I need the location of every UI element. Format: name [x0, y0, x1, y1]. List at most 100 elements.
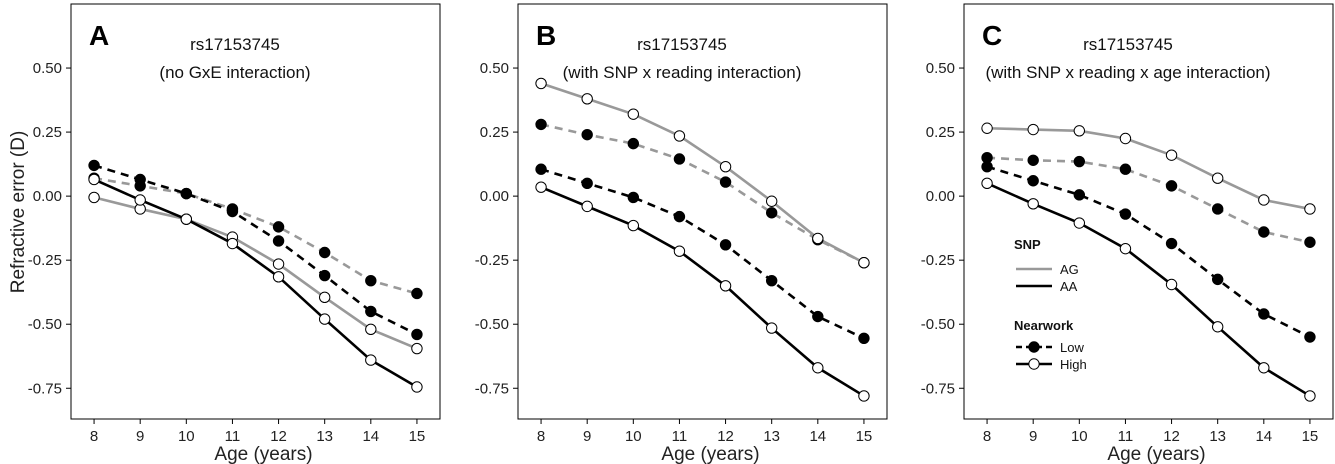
- panel-title: rs17153745: [637, 35, 727, 54]
- data-point: [812, 362, 824, 374]
- data-point: [673, 130, 686, 142]
- legend-title-nearwork: Nearwork: [1014, 318, 1074, 333]
- y-tick-label: 0.50: [33, 60, 62, 77]
- x-tick-label: 15: [1302, 428, 1319, 445]
- legend-marker-low: [1028, 341, 1040, 353]
- data-point: [627, 108, 640, 120]
- x-tick-label: 13: [763, 428, 780, 445]
- data-point: [1027, 154, 1039, 166]
- data-point: [719, 280, 732, 292]
- panel-letter: A: [89, 20, 109, 51]
- data-point: [411, 381, 423, 393]
- data-point: [1027, 198, 1039, 210]
- data-point: [535, 181, 547, 193]
- series-lines: [540, 82, 865, 398]
- data-point: [411, 287, 423, 300]
- panel-title: rs17153745: [1083, 35, 1173, 54]
- data-point: [134, 194, 146, 206]
- data-point: [88, 191, 100, 204]
- x-tick-label: 13: [316, 428, 333, 445]
- x-axis-title: Age (years): [1107, 444, 1205, 464]
- data-point: [1258, 308, 1270, 320]
- y-tick-label: -0.75: [921, 380, 955, 397]
- x-tick-label: 10: [1071, 428, 1088, 445]
- y-tick-label: 0.25: [926, 124, 955, 141]
- data-point: [411, 328, 423, 341]
- y-axis-title: Refractive error (D): [8, 131, 29, 294]
- data-point: [1073, 217, 1086, 229]
- data-point: [1211, 172, 1224, 184]
- data-point: [226, 237, 239, 250]
- data-point: [981, 177, 993, 190]
- data-point: [1211, 203, 1224, 215]
- data-point: [226, 205, 239, 218]
- data-point: [1073, 155, 1086, 168]
- legend-label-low: Low: [1060, 340, 1084, 355]
- data-point: [1165, 180, 1178, 192]
- x-tick-label: 12: [1163, 428, 1180, 445]
- legend-marker-high: [1028, 358, 1040, 370]
- data-point: [1304, 390, 1316, 402]
- series-line-ag-high: [540, 82, 865, 264]
- data-point: [765, 322, 778, 334]
- x-tick-label: 10: [178, 428, 195, 445]
- data-point: [1258, 362, 1270, 374]
- series-line-ag-low: [986, 156, 1311, 244]
- data-point: [272, 271, 285, 283]
- data-point: [365, 323, 377, 336]
- data-point: [673, 245, 686, 257]
- x-tick-label: 11: [672, 428, 688, 445]
- data-point: [318, 246, 331, 259]
- y-tick-label: -0.50: [921, 316, 955, 333]
- y-tick-label: -0.25: [921, 252, 955, 269]
- data-point: [981, 160, 993, 173]
- panel-subtitle: (with SNP x reading interaction): [563, 63, 802, 82]
- data-point: [1027, 123, 1039, 136]
- series-line-aa-low: [540, 167, 865, 340]
- data-point: [411, 342, 423, 355]
- panel-letter: B: [536, 20, 556, 51]
- data-point: [1119, 208, 1132, 220]
- data-point: [88, 159, 100, 172]
- data-point: [719, 176, 732, 188]
- data-point: [765, 207, 778, 219]
- y-tick-label: -0.75: [28, 380, 62, 397]
- data-point: [365, 274, 377, 287]
- data-point: [1165, 149, 1178, 161]
- data-point: [981, 122, 993, 134]
- x-tick-label: 14: [362, 428, 379, 445]
- panel-subtitle: (no GxE interaction): [159, 63, 310, 82]
- data-point: [627, 137, 640, 150]
- data-point: [180, 187, 193, 200]
- data-point: [765, 274, 778, 287]
- data-point: [719, 239, 732, 251]
- data-point: [535, 163, 547, 175]
- data-point: [858, 332, 870, 345]
- data-point: [1304, 203, 1316, 215]
- data-point: [1119, 242, 1132, 255]
- data-point: [318, 269, 331, 282]
- series-markers: [88, 159, 423, 393]
- y-tick-label: 0.00: [33, 188, 62, 205]
- panel-title: rs17153745: [190, 35, 280, 54]
- data-point: [581, 177, 593, 190]
- series-line-aa-high: [93, 178, 418, 389]
- panel-c: 0.50 0.25 0.00 -0.25 -0.50 -0.75 8 9 10 11 12 13 14 1…: [921, 3, 1334, 464]
- y-tick-label: 0.50: [480, 60, 509, 77]
- x-tick-label: 8: [537, 428, 545, 445]
- panel-b: 0.50 0.25 0.00 -0.25 -0.50 -0.75 8 9 10 11 12 13 14 1…: [475, 3, 888, 464]
- data-point: [673, 153, 686, 165]
- x-tick-label: 8: [983, 428, 991, 445]
- data-point: [365, 305, 377, 318]
- x-tick-label: 9: [1029, 428, 1037, 445]
- data-point: [1073, 189, 1086, 201]
- data-point: [581, 200, 593, 213]
- x-tick-label: 12: [270, 428, 287, 445]
- data-point: [272, 221, 285, 233]
- y-tick-label: -0.25: [28, 252, 62, 269]
- series-line-aa-high: [986, 182, 1311, 398]
- series-line-ag-high: [93, 196, 418, 350]
- data-point: [1027, 175, 1039, 187]
- data-point: [1119, 163, 1132, 175]
- series-line-aa-low: [986, 165, 1311, 339]
